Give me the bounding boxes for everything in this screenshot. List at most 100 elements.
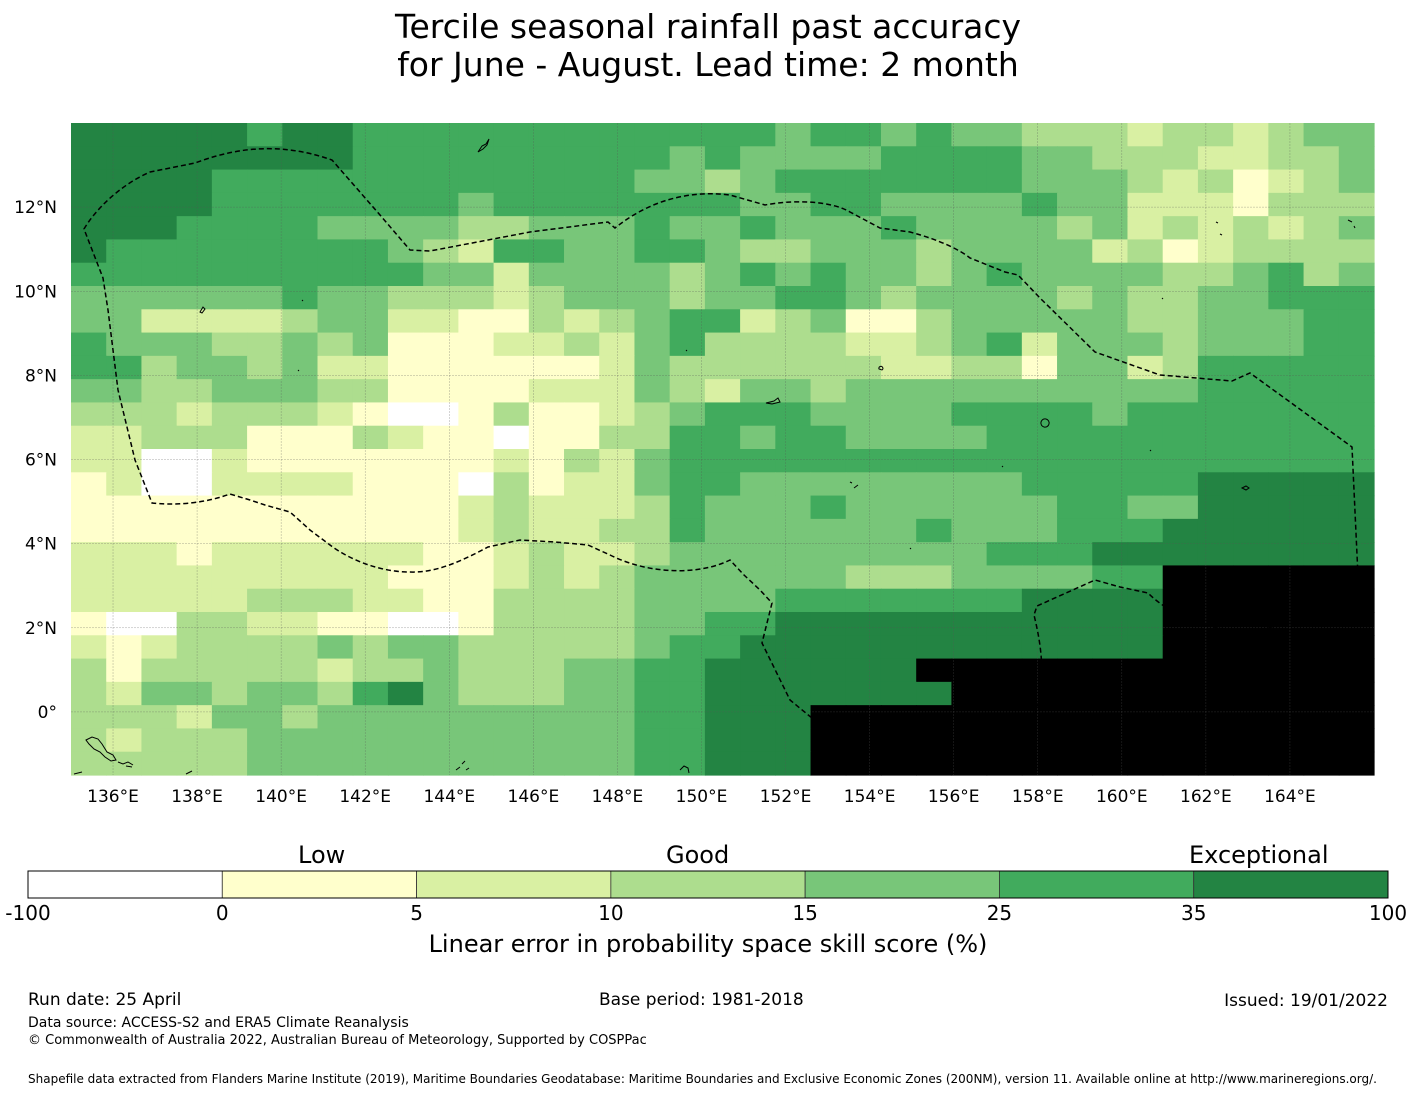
- score-cell: [493, 449, 530, 473]
- score-cell: [141, 588, 178, 613]
- score-cell: [1268, 542, 1305, 567]
- score-cell: [423, 658, 459, 683]
- shapefile-credit: Shapefile data extracted from Flanders M…: [28, 1072, 1377, 1086]
- score-cell: [387, 239, 424, 264]
- score-cell: [1057, 635, 1093, 660]
- score-cell: [704, 286, 741, 310]
- score-cell: [141, 146, 178, 171]
- score-cell: [634, 262, 671, 287]
- score-cell: [916, 355, 953, 380]
- longitude-tick-label: 158°E: [1012, 787, 1064, 807]
- score-cell: [176, 192, 213, 217]
- score-cell: [317, 449, 354, 473]
- score-cell: [1127, 728, 1164, 753]
- score-cell: [528, 681, 565, 706]
- score-cell: [282, 332, 319, 357]
- score-cell: [1268, 472, 1305, 497]
- score-cell: [880, 239, 917, 264]
- score-cell: [669, 565, 706, 590]
- score-cell: [704, 123, 741, 147]
- score-cell: [916, 216, 953, 241]
- score-cell: [106, 216, 143, 241]
- score-cell: [387, 612, 424, 636]
- score-cell: [810, 449, 847, 473]
- score-cell: [458, 262, 495, 287]
- score-cell: [775, 402, 812, 427]
- colorbar-tick-label: 15: [792, 901, 817, 925]
- score-cell: [141, 309, 178, 334]
- score-cell: [282, 239, 319, 264]
- score-cell: [247, 728, 283, 753]
- score-cell: [1127, 402, 1164, 427]
- score-cell: [387, 309, 424, 334]
- score-cell: [564, 495, 600, 520]
- score-cell: [1233, 216, 1269, 241]
- score-cell: [669, 402, 706, 427]
- score-cell: [1127, 192, 1164, 217]
- score-cell: [176, 425, 213, 450]
- score-cell: [704, 355, 741, 380]
- score-cell: [211, 286, 248, 310]
- score-cell: [1303, 192, 1340, 217]
- score-cell: [423, 262, 459, 287]
- score-cell: [634, 681, 671, 706]
- score-cell: [845, 588, 882, 613]
- score-cell: [352, 565, 389, 590]
- score-cell: [106, 495, 143, 520]
- score-cell: [951, 518, 988, 543]
- score-cell: [423, 146, 459, 171]
- score-cell: [493, 402, 530, 427]
- score-cell: [1233, 588, 1269, 613]
- score-cell: [669, 751, 706, 776]
- score-cell: [564, 588, 600, 613]
- score-cell: [211, 169, 248, 194]
- score-cell: [352, 192, 389, 217]
- score-cell: [1162, 169, 1199, 194]
- score-cell: [1021, 751, 1058, 776]
- score-cell: [1092, 518, 1129, 543]
- score-cell: [1303, 472, 1340, 497]
- island-outline: [679, 765, 690, 774]
- score-cell: [880, 169, 917, 194]
- score-cell: [986, 123, 1023, 147]
- score-cell: [282, 565, 319, 590]
- score-cell: [247, 518, 283, 543]
- score-cell: [1197, 379, 1234, 404]
- score-cell: [211, 565, 248, 590]
- score-cell: [141, 565, 178, 590]
- score-cell: [1233, 192, 1269, 217]
- score-cell: [141, 332, 178, 357]
- score-cell: [740, 518, 776, 543]
- score-cell: [211, 379, 248, 404]
- score-cell: [141, 705, 178, 730]
- score-cell: [317, 588, 354, 613]
- island-outline: [765, 397, 781, 405]
- score-cell: [282, 472, 319, 497]
- score-cell: [423, 635, 459, 660]
- score-cell: [1021, 612, 1058, 636]
- score-cell: [423, 705, 459, 730]
- score-cell: [880, 262, 917, 287]
- score-cell: [916, 588, 953, 613]
- score-cell: [951, 239, 988, 264]
- score-cell: [564, 635, 600, 660]
- score-cell: [669, 542, 706, 567]
- score-cell: [740, 332, 776, 357]
- score-cell: [775, 472, 812, 497]
- score-cell: [1268, 681, 1305, 706]
- score-cell: [282, 123, 319, 147]
- score-cell: [1233, 425, 1269, 450]
- score-cell: [1268, 425, 1305, 450]
- score-cell: [1303, 355, 1340, 380]
- score-cell: [106, 635, 143, 660]
- score-cell: [599, 681, 636, 706]
- score-cell: [810, 495, 847, 520]
- score-cell: [1057, 472, 1093, 497]
- score-cell: [564, 262, 600, 287]
- score-cell: [1057, 262, 1093, 287]
- score-cell: [951, 309, 988, 334]
- score-cell: [71, 169, 107, 194]
- score-cell: [564, 309, 600, 334]
- score-cell: [211, 495, 248, 520]
- score-cell: [669, 239, 706, 264]
